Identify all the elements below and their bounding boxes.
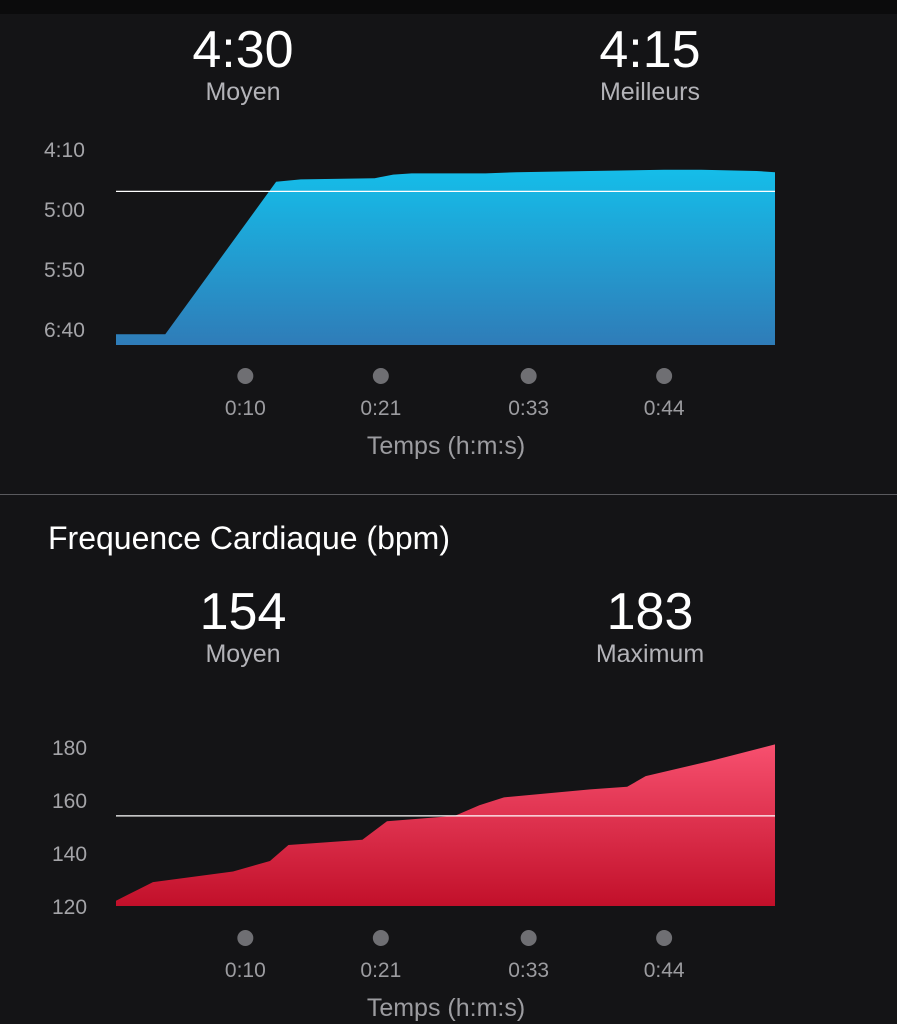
hr-max-label: Maximum <box>595 640 705 668</box>
x-tick-label: 0:10 <box>225 959 266 982</box>
heart-rate-title: Frequence Cardiaque (bpm) <box>48 520 450 556</box>
x-tick-dot <box>372 368 389 384</box>
hr-average-value: 154 <box>199 583 287 641</box>
x-axis-label: Temps (h:m:s) <box>367 432 525 460</box>
top-edge-bar <box>0 0 897 14</box>
pace-chart: 4:10 5:00 5:50 6:40 0:10 0:21 0:33 0:44 Temps (h… <box>44 140 775 460</box>
x-tick-label: 0:44 <box>644 397 685 420</box>
x-axis-label: Temps (h:m:s) <box>367 994 525 1022</box>
y-tick-label: 4:10 <box>44 140 85 162</box>
pace-average-stat: 4:30 Moyen <box>113 22 373 106</box>
x-tick-dot <box>520 930 537 946</box>
x-tick-dot <box>237 930 254 946</box>
pace-average-value: 4:30 <box>192 21 294 79</box>
x-tick-dot <box>656 930 673 946</box>
pace-average-label: Moyen <box>205 78 281 106</box>
series-area <box>116 744 775 906</box>
x-tick-label: 0:21 <box>360 959 401 982</box>
x-tick-dot <box>520 368 537 384</box>
x-tick-label: 0:44 <box>644 959 685 982</box>
hr-average-stat: 154 Moyen <box>113 584 373 668</box>
x-tick-label: 0:33 <box>508 959 549 982</box>
pace-best-value: 4:15 <box>599 21 701 79</box>
y-tick-label: 180 <box>52 737 87 760</box>
x-tick-label: 0:10 <box>225 397 266 420</box>
x-tick-dot <box>372 930 389 946</box>
x-tick-label: 0:33 <box>508 397 549 420</box>
y-tick-label: 140 <box>52 843 87 866</box>
hr-average-label: Moyen <box>205 640 281 668</box>
pace-best-stat: 4:15 Meilleurs <box>520 22 780 106</box>
heart-rate-chart: 180 160 140 120 0:10 0:21 0:33 0:44 Temps (h:m:s… <box>52 737 775 1022</box>
hr-max-stat: 183 Maximum <box>520 584 780 668</box>
pace-best-label: Meilleurs <box>599 78 701 106</box>
x-tick-dot <box>237 368 254 384</box>
section-divider <box>0 494 897 495</box>
y-tick-label: 160 <box>52 790 87 813</box>
x-tick-label: 0:21 <box>360 397 401 420</box>
x-tick-dot <box>656 368 673 384</box>
series-area <box>116 169 775 345</box>
y-tick-label: 6:40 <box>44 319 85 342</box>
y-tick-label: 5:50 <box>44 259 85 282</box>
y-tick-label: 120 <box>52 896 87 919</box>
hr-max-value: 183 <box>606 583 694 641</box>
y-tick-label: 5:00 <box>44 199 85 222</box>
